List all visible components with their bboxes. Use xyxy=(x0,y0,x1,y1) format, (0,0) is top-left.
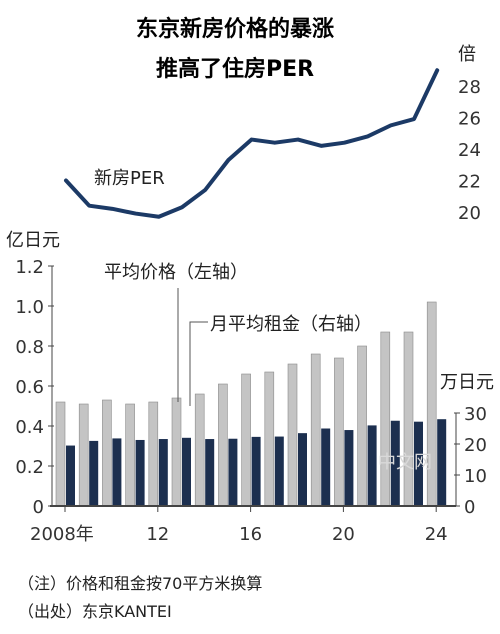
rent-bar xyxy=(437,419,447,506)
rent-bar xyxy=(135,439,145,506)
price-rent-bar-chart: 亿日元 万日元 0 0.2 0.4 0.6 0.8 1.0 1.2 0 10 20 30 2008… xyxy=(6,230,494,545)
per-tick-label: 26 xyxy=(458,109,481,130)
per-tick-label: 28 xyxy=(458,77,481,98)
rent-bar xyxy=(205,439,215,506)
right-tick-label: 10 xyxy=(464,466,487,487)
per-tick-label: 20 xyxy=(458,203,481,224)
per-axis-ticks: 20 22 24 26 28 xyxy=(458,77,481,224)
left-tick-label: 0.4 xyxy=(15,417,44,438)
rent-bar xyxy=(367,425,377,506)
price-bar xyxy=(194,393,205,507)
note-line: （注）价格和租金按70平方米换算 xyxy=(18,574,263,593)
per-series-line xyxy=(64,68,440,219)
price-series-label: 平均价格（左轴） xyxy=(104,262,248,283)
rent-bar xyxy=(251,436,261,506)
rent-bar xyxy=(274,436,284,506)
price-bar xyxy=(403,331,414,507)
left-axis-ticks: 0 0.2 0.4 0.6 0.8 1.0 1.2 xyxy=(15,257,54,518)
rent-bar xyxy=(298,433,307,506)
price-bar xyxy=(264,371,275,507)
x-tick-label: 16 xyxy=(239,524,262,545)
price-bar xyxy=(334,357,344,507)
left-tick-label: 0.8 xyxy=(15,337,44,358)
price-bar xyxy=(241,373,251,507)
per-line-chart: 倍 20 22 24 26 28 新房PER xyxy=(64,44,481,224)
price-bar xyxy=(55,401,66,507)
per-tick-label: 22 xyxy=(458,172,481,193)
x-tick-label: 2008年 xyxy=(30,524,94,545)
rent-bar xyxy=(414,421,423,506)
rent-bar xyxy=(344,430,354,506)
left-tick-label: 0.2 xyxy=(15,457,44,478)
rent-bar xyxy=(66,445,75,506)
x-tick-label: 24 xyxy=(425,524,448,545)
watermark: 中文网 xyxy=(378,452,432,473)
price-bar xyxy=(218,383,228,507)
per-axis-unit: 倍 xyxy=(458,44,476,65)
left-axis-unit: 亿日元 xyxy=(6,230,60,251)
rent-bar xyxy=(228,438,238,506)
price-bar xyxy=(310,353,321,507)
right-axis-ticks: 0 10 20 30 xyxy=(454,404,487,518)
price-bar xyxy=(380,331,391,507)
price-bar xyxy=(148,401,159,507)
rent-bar xyxy=(390,420,400,506)
rent-bar xyxy=(112,438,122,506)
x-tick-label: 20 xyxy=(332,524,355,545)
left-tick-label: 1.2 xyxy=(15,257,44,278)
price-bar xyxy=(102,399,112,507)
left-tick-label: 0 xyxy=(33,497,44,518)
price-bar xyxy=(125,403,135,507)
left-tick-label: 1.0 xyxy=(15,297,44,318)
price-bar xyxy=(78,403,89,507)
left-tick-label: 0.6 xyxy=(15,377,44,398)
rent-bar xyxy=(158,439,168,506)
chart-title-line-2: 推高了住房PER xyxy=(156,56,314,82)
x-axis-ticks: 2008年 12 16 20 24 xyxy=(30,506,448,545)
per-tick-label: 24 xyxy=(458,140,481,161)
x-tick-label: 12 xyxy=(146,524,169,545)
right-tick-label: 0 xyxy=(464,497,475,518)
bar-series xyxy=(55,301,447,507)
rent-label-leader xyxy=(189,321,208,406)
rent-series-label: 月平均租金（右轴） xyxy=(210,314,372,335)
rent-bar xyxy=(89,440,99,506)
price-bar xyxy=(357,345,367,507)
rent-bar xyxy=(321,428,331,506)
price-bar xyxy=(171,397,182,507)
right-axis-unit: 万日元 xyxy=(440,372,494,393)
chart-title-line-1: 东京新房价格的暴涨 xyxy=(136,16,334,42)
right-tick-label: 20 xyxy=(464,435,487,456)
right-tick-label: 30 xyxy=(464,404,487,425)
rent-bar xyxy=(182,437,191,506)
source-line: （出处）东京KANTEI xyxy=(18,602,172,621)
price-bar xyxy=(426,301,437,507)
per-series-label: 新房PER xyxy=(94,168,165,189)
price-bar xyxy=(287,363,298,507)
